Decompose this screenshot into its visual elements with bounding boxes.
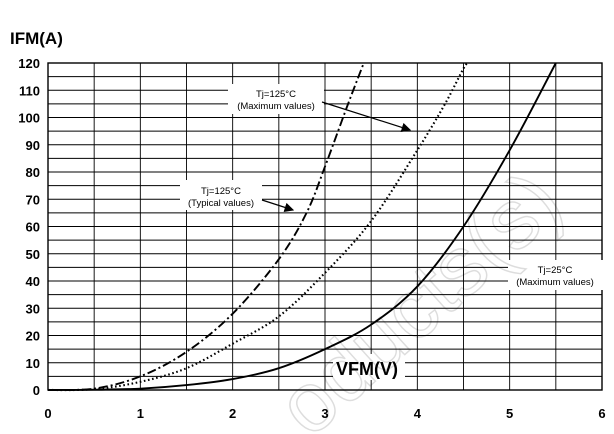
svg-text:oducts(s): oducts(s) — [259, 152, 579, 434]
annotation-125-max-arrow — [321, 101, 412, 133]
series-line-2 — [47, 62, 557, 391]
annotation-125-typ-line1: Tj=125°C — [201, 186, 241, 197]
y-tick-label: 10 — [26, 356, 40, 371]
annotation-125-max-line2: (Maximum values) — [237, 101, 315, 112]
annotation-25-max-line1: Tj=25°C — [538, 265, 573, 276]
x-tick-label: 0 — [44, 406, 51, 421]
annotation-125-typ-line2: (Typical values) — [188, 198, 254, 209]
y-tick-label: 50 — [26, 247, 40, 262]
series-line-1 — [47, 62, 469, 392]
x-axis-label: VFM(V) — [336, 359, 398, 379]
x-tick-labels: 0 1 2 3 4 5 6 — [44, 406, 605, 421]
annotation-25-max-box — [508, 260, 604, 290]
y-tick-label: 30 — [26, 301, 40, 316]
plot-frame — [47, 62, 603, 391]
annotation-125-max: Tj=125°C (Maximum values) — [228, 84, 412, 133]
annotation-25-max: Tj=25°C (Maximum values) — [508, 260, 604, 290]
annotation-125-typ: Tj=125°C (Typical values) — [180, 180, 295, 212]
y-tick-label: 110 — [19, 83, 40, 98]
y-axis-label: IFM(A) — [10, 29, 63, 48]
x-tick-label: 1 — [137, 406, 144, 421]
annotation-125-typ-arrow — [261, 199, 295, 212]
y-tick-label: 70 — [26, 192, 40, 207]
annotation-25-max-line2: (Maximum values) — [516, 277, 594, 288]
watermark: oducts(s) — [258, 152, 579, 434]
annotation-125-max-line1: Tj=125°C — [256, 89, 296, 100]
x-tick-label: 6 — [598, 406, 605, 421]
x-tick-label: 2 — [229, 406, 236, 421]
series-line-0 — [47, 62, 365, 392]
y-tick-label: 120 — [18, 56, 40, 71]
x-axis-label-bg — [333, 354, 405, 380]
y-tick-label: 80 — [26, 165, 40, 180]
annotation-125-typ-box — [180, 180, 262, 210]
y-tick-label: 40 — [26, 274, 40, 289]
y-tick-labels: 0 10 20 30 40 50 60 70 80 90 100 110 120 — [18, 56, 40, 398]
y-tick-label: 100 — [18, 111, 40, 126]
annotation-125-max-box — [228, 84, 324, 114]
x-tick-label: 4 — [414, 406, 422, 421]
y-tick-label: 90 — [26, 138, 40, 153]
series-lines — [47, 62, 557, 392]
y-tick-label: 0 — [33, 383, 40, 398]
y-tick-label: 20 — [26, 329, 40, 344]
x-tick-label: 3 — [321, 406, 328, 421]
y-tick-label: 60 — [26, 220, 40, 235]
x-tick-label: 5 — [506, 406, 513, 421]
